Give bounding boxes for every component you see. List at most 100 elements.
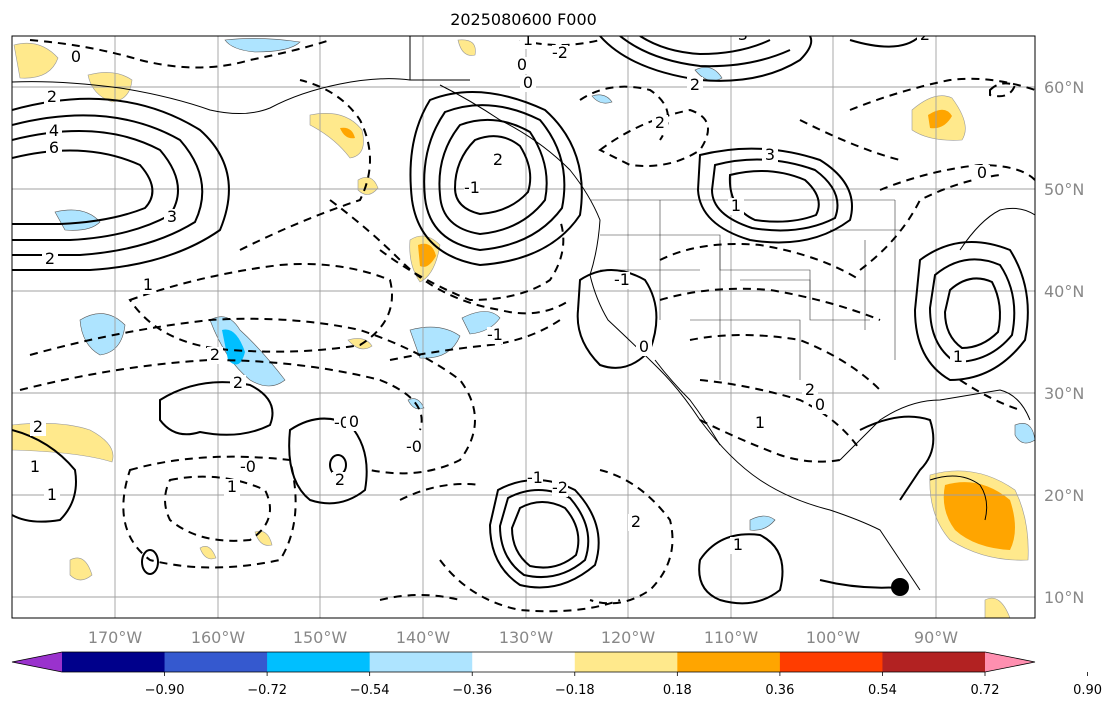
contour-label-bg <box>730 537 746 554</box>
contour-label-bg <box>346 414 362 431</box>
contour-label-bg <box>44 487 60 504</box>
colorbar-label: −0.18 <box>555 683 595 698</box>
small-contour <box>141 549 159 575</box>
contour-label-bg <box>752 415 768 432</box>
contour-label: 2 <box>920 25 930 44</box>
contour-label-bg <box>514 57 530 74</box>
contour-label: 1 <box>953 347 963 366</box>
colorbar-segment <box>472 652 576 672</box>
contour-label-bg <box>652 115 668 132</box>
shade-blue <box>749 515 776 531</box>
contour-label: 1 <box>523 30 533 49</box>
contour-label: 3 <box>765 145 775 164</box>
map-title: 2025080600 F000 <box>450 10 597 29</box>
contour-label: 2 <box>45 249 55 268</box>
colorbar-segment <box>267 652 371 672</box>
shade-yellow <box>984 597 1011 618</box>
plot-area <box>12 36 1035 618</box>
contour-label: 1 <box>47 485 57 504</box>
colorbar-segment <box>62 652 166 672</box>
colorbar-label: −0.54 <box>350 683 390 698</box>
contour-label: 1 <box>755 413 765 432</box>
contour-label-bg <box>46 140 62 157</box>
shade-orange <box>340 127 355 139</box>
colorbar-segment <box>369 652 473 672</box>
colorbar-segment <box>779 652 883 672</box>
contour-label: -3 <box>732 25 748 44</box>
lat-tick-label: 50°N <box>1044 180 1084 199</box>
contour-label-bg <box>30 419 46 436</box>
plot-frame <box>11 35 1036 619</box>
contour-label: -1 <box>614 270 630 289</box>
contour-label: 1 <box>731 196 741 215</box>
contour-label: 0 <box>977 163 987 182</box>
contour-label: 2 <box>493 150 503 169</box>
contour-label-bg <box>527 470 543 487</box>
contour-label-bg <box>224 479 240 496</box>
contour-label: 0 <box>517 55 527 74</box>
lon-tick-label: 140°W <box>396 628 451 647</box>
colorbar: −0.90 −0.72 −0.54 −0.36 −0.18 0.18 0.36 0.54 0.7… <box>11 651 1102 698</box>
shade-cyan <box>222 329 245 365</box>
contour-label: 2 <box>335 470 345 489</box>
shade-yellow <box>357 177 379 195</box>
colorbar-label: 0.72 <box>971 683 1000 698</box>
contour-label-bg <box>552 480 568 497</box>
contour-label-bg <box>552 45 568 62</box>
contour-label-bg <box>950 349 966 366</box>
contour-label-bg <box>762 147 778 164</box>
contour-label: 2 <box>690 75 700 94</box>
contour-label-bg <box>614 272 630 289</box>
contour-labels: 024623122-0211-0021-0-120012-10132-3-2-1… <box>27 25 990 554</box>
colorbar-segment <box>164 652 268 672</box>
latitude-ticks: 60°N 50°N 40°N 30°N 20°N 10°N <box>1044 78 1084 607</box>
contour-label: 2 <box>631 512 641 531</box>
contour-label-bg <box>464 180 480 197</box>
shade-yellow <box>309 113 364 159</box>
contour-label-bg <box>812 397 828 414</box>
colorbar-segment <box>574 652 678 672</box>
colorbar-outline <box>11 651 1036 673</box>
contour-label-bg <box>406 439 422 456</box>
colorbar-label: 0.36 <box>765 683 794 698</box>
lat-tick-label: 20°N <box>1044 486 1084 505</box>
lon-tick-label: 130°W <box>499 628 554 647</box>
contour-label: 0 <box>71 47 81 66</box>
contour-label-bg <box>44 89 60 106</box>
colorbar-segment <box>677 652 781 672</box>
lon-tick-label: 90°W <box>914 628 958 647</box>
contour-label: 1 <box>143 275 153 294</box>
contour-label: 1 <box>30 457 40 476</box>
contour-label-bg <box>636 339 652 356</box>
contour-label: -0 <box>406 437 422 456</box>
contour-label: 0 <box>815 395 825 414</box>
lon-tick-label: 150°W <box>293 628 348 647</box>
shade-yellow <box>254 531 273 546</box>
longitude-ticks: 170°W 160°W 150°W 140°W 130°W 120°W 110°W 100°W… <box>88 628 958 647</box>
contour-label: 0 <box>523 73 533 92</box>
colorbar-label: −0.36 <box>452 683 492 698</box>
shade-orange <box>943 482 1015 550</box>
contour-label: 0 <box>639 337 649 356</box>
contour-label-bg <box>520 75 536 92</box>
colorbar-extend-low <box>12 652 62 672</box>
contour-label: -0 <box>334 413 350 432</box>
shade-orange <box>418 243 436 267</box>
contour-label: 0 <box>349 412 359 431</box>
station-dot-icon <box>891 578 909 596</box>
shade-blue <box>461 311 501 335</box>
contour-label-bg <box>802 382 818 399</box>
contour-label-bg <box>487 327 503 344</box>
colorbar-extend-high <box>985 652 1035 672</box>
colorbar-label: 0.54 <box>868 683 897 698</box>
lat-tick-label: 40°N <box>1044 282 1084 301</box>
shade-yellow <box>69 557 93 581</box>
lat-tick-label: 10°N <box>1044 588 1084 607</box>
lon-tick-label: 100°W <box>806 628 861 647</box>
contour-label-bg <box>520 36 536 49</box>
contour-label: 2 <box>47 87 57 106</box>
lon-tick-label: 170°W <box>88 628 143 647</box>
contour-label: -1 <box>527 468 543 487</box>
contour-label-bg <box>728 198 744 215</box>
